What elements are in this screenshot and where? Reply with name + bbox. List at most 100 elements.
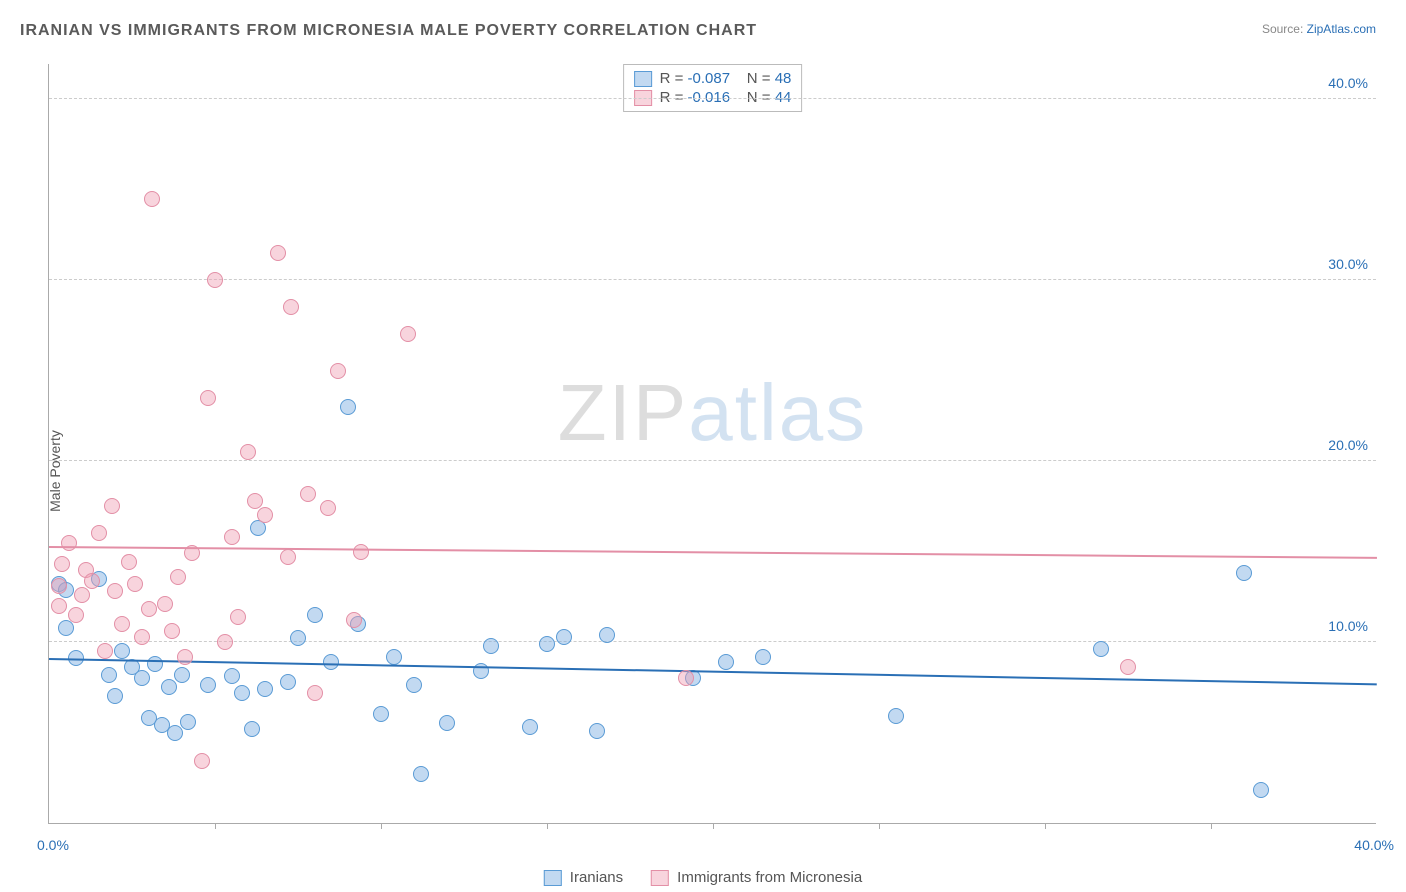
trend-line: [49, 658, 1377, 685]
scatter-point: [114, 643, 130, 659]
x-tick-mark: [879, 823, 880, 829]
scatter-point: [230, 609, 246, 625]
legend-swatch-iranians: [544, 870, 562, 886]
watermark: ZIPatlas: [558, 367, 867, 459]
scatter-point: [346, 612, 362, 628]
scatter-point: [224, 529, 240, 545]
correlation-text: R = -0.087 N = 48: [660, 70, 792, 87]
scatter-point: [257, 507, 273, 523]
scatter-point: [290, 630, 306, 646]
scatter-point: [1253, 782, 1269, 798]
scatter-point: [157, 596, 173, 612]
scatter-point: [307, 607, 323, 623]
scatter-point: [1093, 641, 1109, 657]
plot-area: ZIPatlas R = -0.087 N = 48 R = -0.016: [48, 64, 1376, 824]
scatter-point: [283, 299, 299, 315]
scatter-point: [280, 549, 296, 565]
scatter-point: [180, 714, 196, 730]
scatter-point: [340, 399, 356, 415]
scatter-point: [194, 753, 210, 769]
scatter-point: [121, 554, 137, 570]
scatter-point: [406, 677, 422, 693]
source-label: Source:: [1262, 22, 1307, 36]
scatter-point: [1236, 565, 1252, 581]
scatter-point: [234, 685, 250, 701]
scatter-point: [755, 649, 771, 665]
scatter-point: [174, 667, 190, 683]
y-tick-label: 20.0%: [1328, 437, 1368, 453]
scatter-point: [718, 654, 734, 670]
scatter-point: [54, 556, 70, 572]
x-tick-mark: [1045, 823, 1046, 829]
scatter-point: [161, 679, 177, 695]
x-axis-max-label: 40.0%: [1354, 837, 1394, 853]
scatter-point: [300, 486, 316, 502]
source-link[interactable]: ZipAtlas.com: [1307, 22, 1376, 36]
scatter-point: [217, 634, 233, 650]
series-legend: Iranians Immigrants from Micronesia: [544, 869, 862, 886]
scatter-point: [84, 573, 100, 589]
scatter-point: [330, 363, 346, 379]
scatter-point: [599, 627, 615, 643]
series-legend-item: Iranians: [544, 869, 623, 886]
scatter-point: [134, 629, 150, 645]
n-label: N =: [747, 70, 771, 87]
scatter-point: [51, 578, 67, 594]
scatter-point: [91, 525, 107, 541]
scatter-point: [539, 636, 555, 652]
gridline: [49, 460, 1376, 461]
x-tick-mark: [713, 823, 714, 829]
scatter-point: [167, 725, 183, 741]
gridline: [49, 279, 1376, 280]
n-value: 48: [775, 70, 792, 87]
scatter-point: [141, 601, 157, 617]
scatter-point: [373, 706, 389, 722]
x-tick-mark: [381, 823, 382, 829]
scatter-point: [104, 498, 120, 514]
scatter-point: [97, 643, 113, 659]
x-axis-min-label: 0.0%: [37, 837, 69, 853]
scatter-point: [68, 607, 84, 623]
watermark-part1: ZIP: [558, 368, 688, 457]
series-legend-label: Immigrants from Micronesia: [677, 869, 862, 886]
watermark-part2: atlas: [688, 368, 867, 457]
scatter-point: [200, 390, 216, 406]
scatter-point: [413, 766, 429, 782]
y-tick-label: 30.0%: [1328, 256, 1368, 272]
scatter-point: [207, 272, 223, 288]
legend-swatch-iranians: [634, 71, 652, 87]
scatter-point: [1120, 659, 1136, 675]
legend-swatch-micronesia: [651, 870, 669, 886]
scatter-point: [147, 656, 163, 672]
scatter-point: [589, 723, 605, 739]
r-label: R =: [660, 70, 684, 87]
series-legend-label: Iranians: [570, 869, 623, 886]
scatter-point: [280, 674, 296, 690]
scatter-point: [678, 670, 694, 686]
scatter-point: [127, 576, 143, 592]
scatter-point: [244, 721, 260, 737]
scatter-point: [888, 708, 904, 724]
series-legend-item: Immigrants from Micronesia: [651, 869, 862, 886]
scatter-point: [144, 191, 160, 207]
scatter-point: [270, 245, 286, 261]
scatter-point: [320, 500, 336, 516]
chart-title: IRANIAN VS IMMIGRANTS FROM MICRONESIA MA…: [20, 22, 757, 40]
scatter-point: [107, 688, 123, 704]
scatter-point: [307, 685, 323, 701]
x-tick-mark: [547, 823, 548, 829]
y-tick-label: 10.0%: [1328, 618, 1368, 634]
scatter-point: [107, 583, 123, 599]
chart-container: Male Poverty ZIPatlas R = -0.087 N = 48 …: [0, 50, 1406, 892]
scatter-point: [170, 569, 186, 585]
source-attribution: Source: ZipAtlas.com: [1262, 22, 1376, 36]
scatter-point: [483, 638, 499, 654]
scatter-point: [200, 677, 216, 693]
scatter-point: [177, 649, 193, 665]
correlation-legend: R = -0.087 N = 48 R = -0.016 N = 44: [623, 64, 803, 112]
gridline: [49, 641, 1376, 642]
gridline: [49, 98, 1376, 99]
scatter-point: [240, 444, 256, 460]
scatter-point: [556, 629, 572, 645]
scatter-point: [74, 587, 90, 603]
